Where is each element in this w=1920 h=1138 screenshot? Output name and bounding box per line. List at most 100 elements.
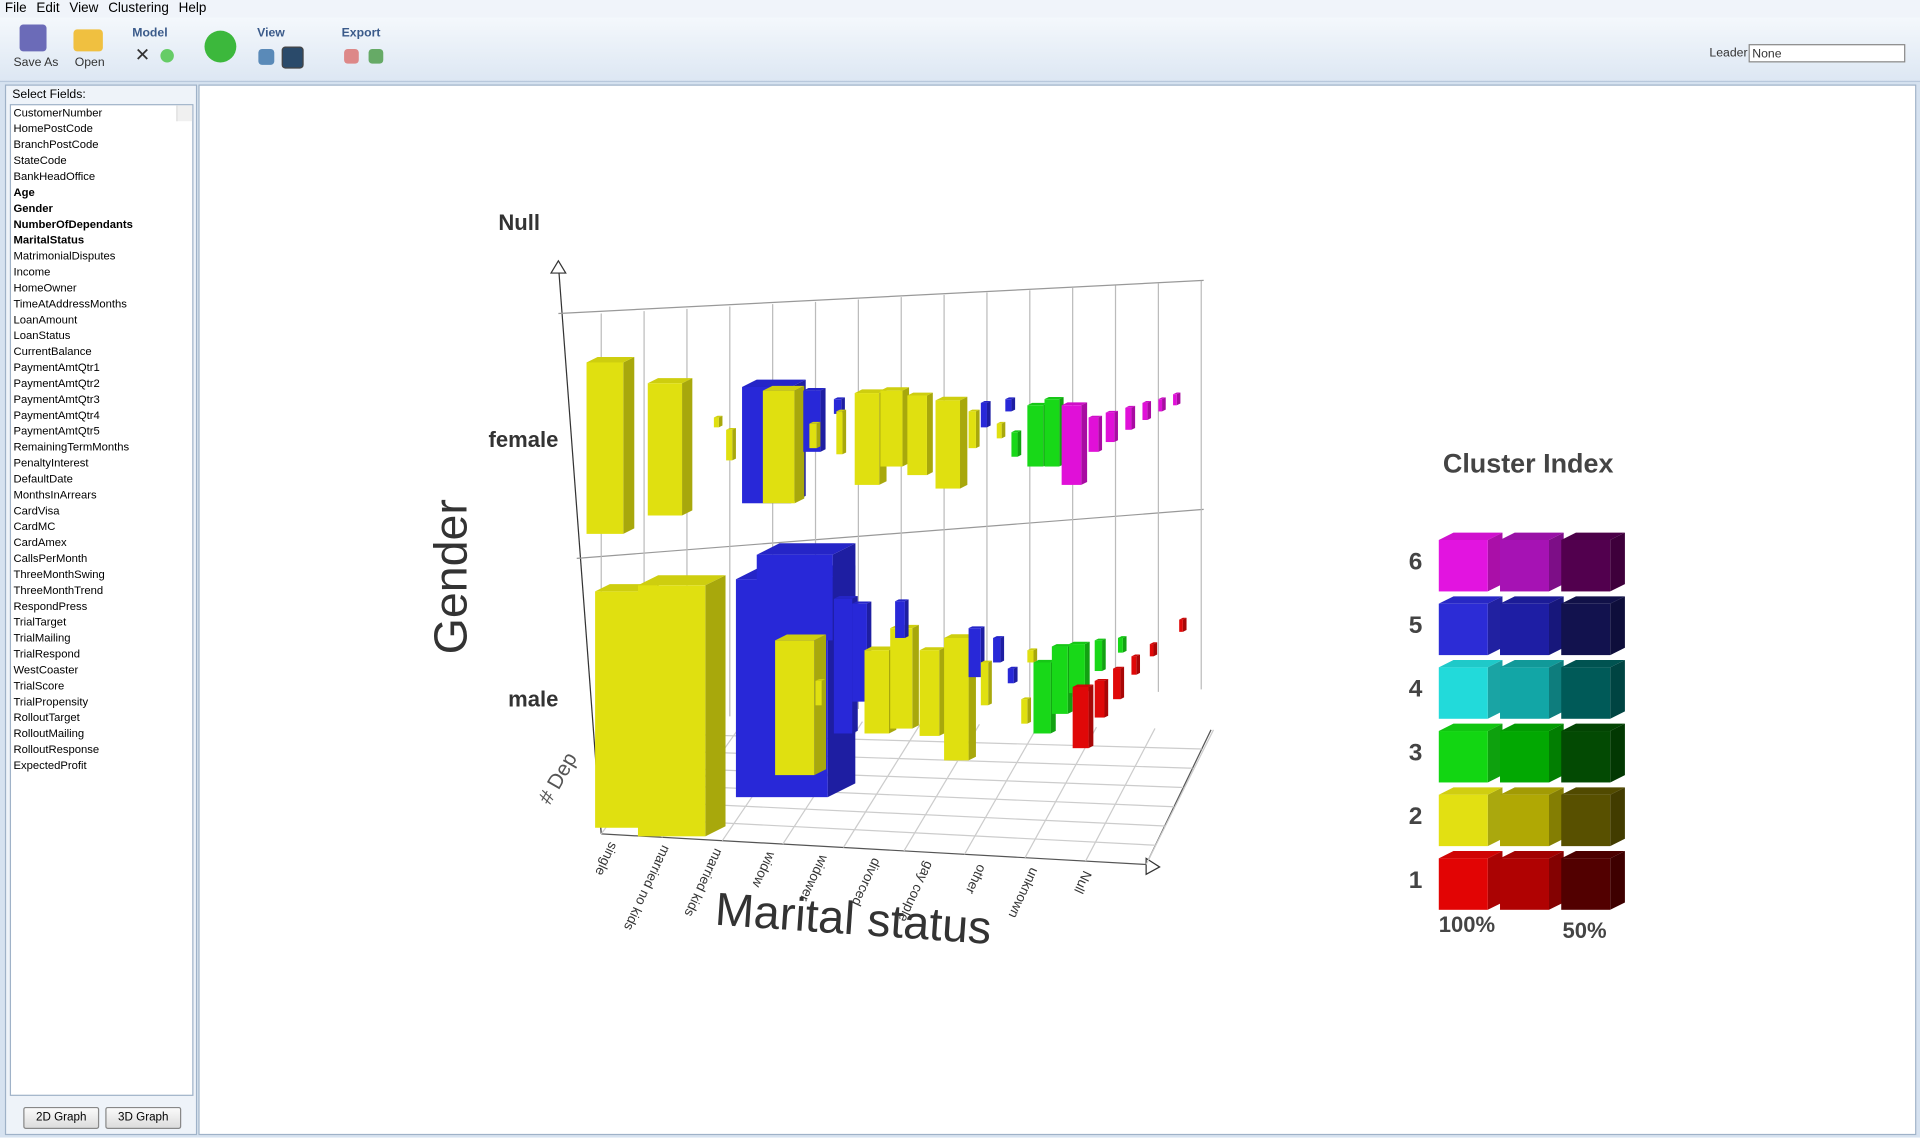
menu-item[interactable]: File — [4, 1, 27, 16]
field-item[interactable]: Age — [13, 186, 35, 199]
bar — [968, 628, 981, 678]
field-item[interactable]: RolloutMailing — [13, 727, 85, 740]
bar-side — [820, 388, 826, 452]
bar — [1113, 668, 1121, 700]
back-edge — [558, 279, 1204, 315]
field-item[interactable]: MaritalStatus — [13, 233, 85, 247]
field-item[interactable]: RemainingTermMonths — [13, 440, 130, 454]
open-label[interactable]: Open — [74, 56, 105, 70]
field-item[interactable]: PaymentAmtQtr2 — [13, 377, 100, 390]
bar-side — [986, 401, 991, 428]
field-item[interactable]: TimeAtAddressMonths — [13, 297, 127, 310]
bar-side — [1610, 532, 1625, 592]
field-item[interactable]: Income — [13, 265, 51, 278]
export-icon[interactable] — [344, 48, 359, 64]
save-icon[interactable] — [19, 24, 47, 52]
bar-top — [880, 387, 910, 391]
bar-side — [705, 575, 726, 837]
bar-top — [1438, 723, 1503, 732]
bar-side — [1548, 787, 1564, 847]
axis-line — [557, 264, 602, 834]
field-item[interactable]: LoanAmount — [13, 313, 78, 326]
bar — [1500, 731, 1549, 783]
field-item[interactable]: CardAmex — [13, 536, 67, 549]
table-icon[interactable] — [258, 48, 275, 65]
field-item[interactable]: PaymentAmtQtr3 — [13, 393, 100, 406]
bar — [1561, 858, 1611, 910]
save-as-label[interactable]: Save As — [13, 56, 59, 70]
field-item[interactable]: HomeOwner — [13, 281, 77, 294]
field-item[interactable]: TrialPropensity — [13, 695, 89, 708]
field-item[interactable]: PaymentAmtQtr1 — [13, 361, 100, 374]
field-item[interactable]: CustomerNumber — [13, 106, 103, 119]
bar-side — [1033, 648, 1038, 663]
scrollbar[interactable] — [176, 105, 193, 122]
run-icon[interactable] — [204, 30, 237, 63]
bar — [1131, 656, 1137, 675]
legend-right-label: 50% — [1562, 918, 1607, 943]
bar — [1027, 405, 1044, 467]
bar — [637, 585, 706, 837]
close-icon[interactable]: ✕ — [134, 45, 151, 67]
field-item[interactable]: CardVisa — [13, 504, 60, 517]
bar — [1027, 650, 1034, 663]
field-item[interactable]: BankHeadOffice — [13, 170, 96, 183]
field-item[interactable]: TrialTarget — [13, 615, 67, 629]
field-item[interactable]: RolloutTarget — [13, 711, 80, 724]
bar-side — [912, 624, 919, 729]
menu-item[interactable]: Edit — [36, 1, 60, 16]
bar-side — [1548, 660, 1564, 719]
field-item[interactable]: PenaltyInterest — [13, 456, 89, 469]
bar-top — [1105, 410, 1118, 413]
refresh-icon[interactable] — [160, 48, 174, 63]
field-item[interactable]: TrialRespond — [13, 647, 80, 661]
export-excel-icon[interactable] — [368, 48, 384, 64]
field-item[interactable]: MatrimonialDisputes — [13, 249, 116, 263]
bar-side — [1088, 684, 1094, 749]
field-item[interactable]: LoanStatus — [13, 329, 71, 342]
field-item[interactable]: TrialScore — [13, 679, 65, 692]
bar — [1179, 619, 1183, 632]
open-icon[interactable] — [73, 29, 103, 52]
menu-item[interactable]: View — [69, 1, 99, 16]
field-item[interactable]: ThreeMonthTrend — [13, 584, 104, 597]
field-item[interactable]: MonthsInArrears — [13, 488, 97, 501]
field-item[interactable]: CurrentBalance — [13, 345, 92, 358]
x-label: widow — [749, 849, 779, 890]
bar-top — [1117, 636, 1127, 638]
field-item[interactable]: DefaultDate — [13, 472, 73, 485]
field-item[interactable]: RolloutResponse — [13, 743, 100, 756]
field-item[interactable]: PaymentAmtQtr4 — [13, 408, 100, 422]
menu-item[interactable]: Help — [178, 1, 207, 16]
field-item[interactable]: PaymentAmtQtr5 — [13, 424, 100, 438]
field-item[interactable]: StateCode — [13, 154, 67, 167]
field-item[interactable]: ThreeMonthSwing — [13, 568, 105, 581]
bar — [1438, 540, 1488, 592]
field-item[interactable]: Gender — [13, 202, 53, 215]
field-item[interactable]: HomePostCode — [13, 122, 93, 135]
button-2d[interactable]: 2D Graph — [23, 1106, 100, 1129]
bar-side — [1548, 596, 1564, 656]
field-item[interactable]: ExpectedProfit — [13, 759, 87, 772]
bar-top — [833, 397, 845, 400]
field-item[interactable]: TrialMailing — [13, 631, 71, 645]
bar-top — [1051, 644, 1073, 647]
field-item[interactable]: WestCoaster — [13, 663, 79, 676]
chart-panel: Null female male Gender # Dep single married n… — [198, 84, 1917, 1136]
field-item[interactable]: CardMC — [13, 520, 56, 533]
bar-side — [939, 647, 946, 736]
field-item[interactable]: BranchPostCode — [13, 138, 99, 151]
bar-side — [1487, 596, 1503, 656]
menu-item[interactable]: Clustering — [108, 1, 169, 16]
leader-select[interactable]: None — [1748, 44, 1906, 63]
button-3d[interactable]: 3D Graph — [105, 1106, 182, 1129]
bar-side — [623, 356, 635, 534]
field-item[interactable]: RespondPress — [13, 600, 88, 613]
bar — [1068, 644, 1085, 694]
bar-top — [1094, 678, 1109, 681]
graph-icon[interactable] — [281, 46, 304, 69]
bar-top — [713, 415, 723, 418]
field-item[interactable]: NumberOfDependants — [13, 217, 133, 231]
sidebar: Select Fields: CustomerNumber HomePostCod… — [4, 84, 198, 1136]
field-item[interactable]: CallsPerMonth — [13, 552, 88, 565]
